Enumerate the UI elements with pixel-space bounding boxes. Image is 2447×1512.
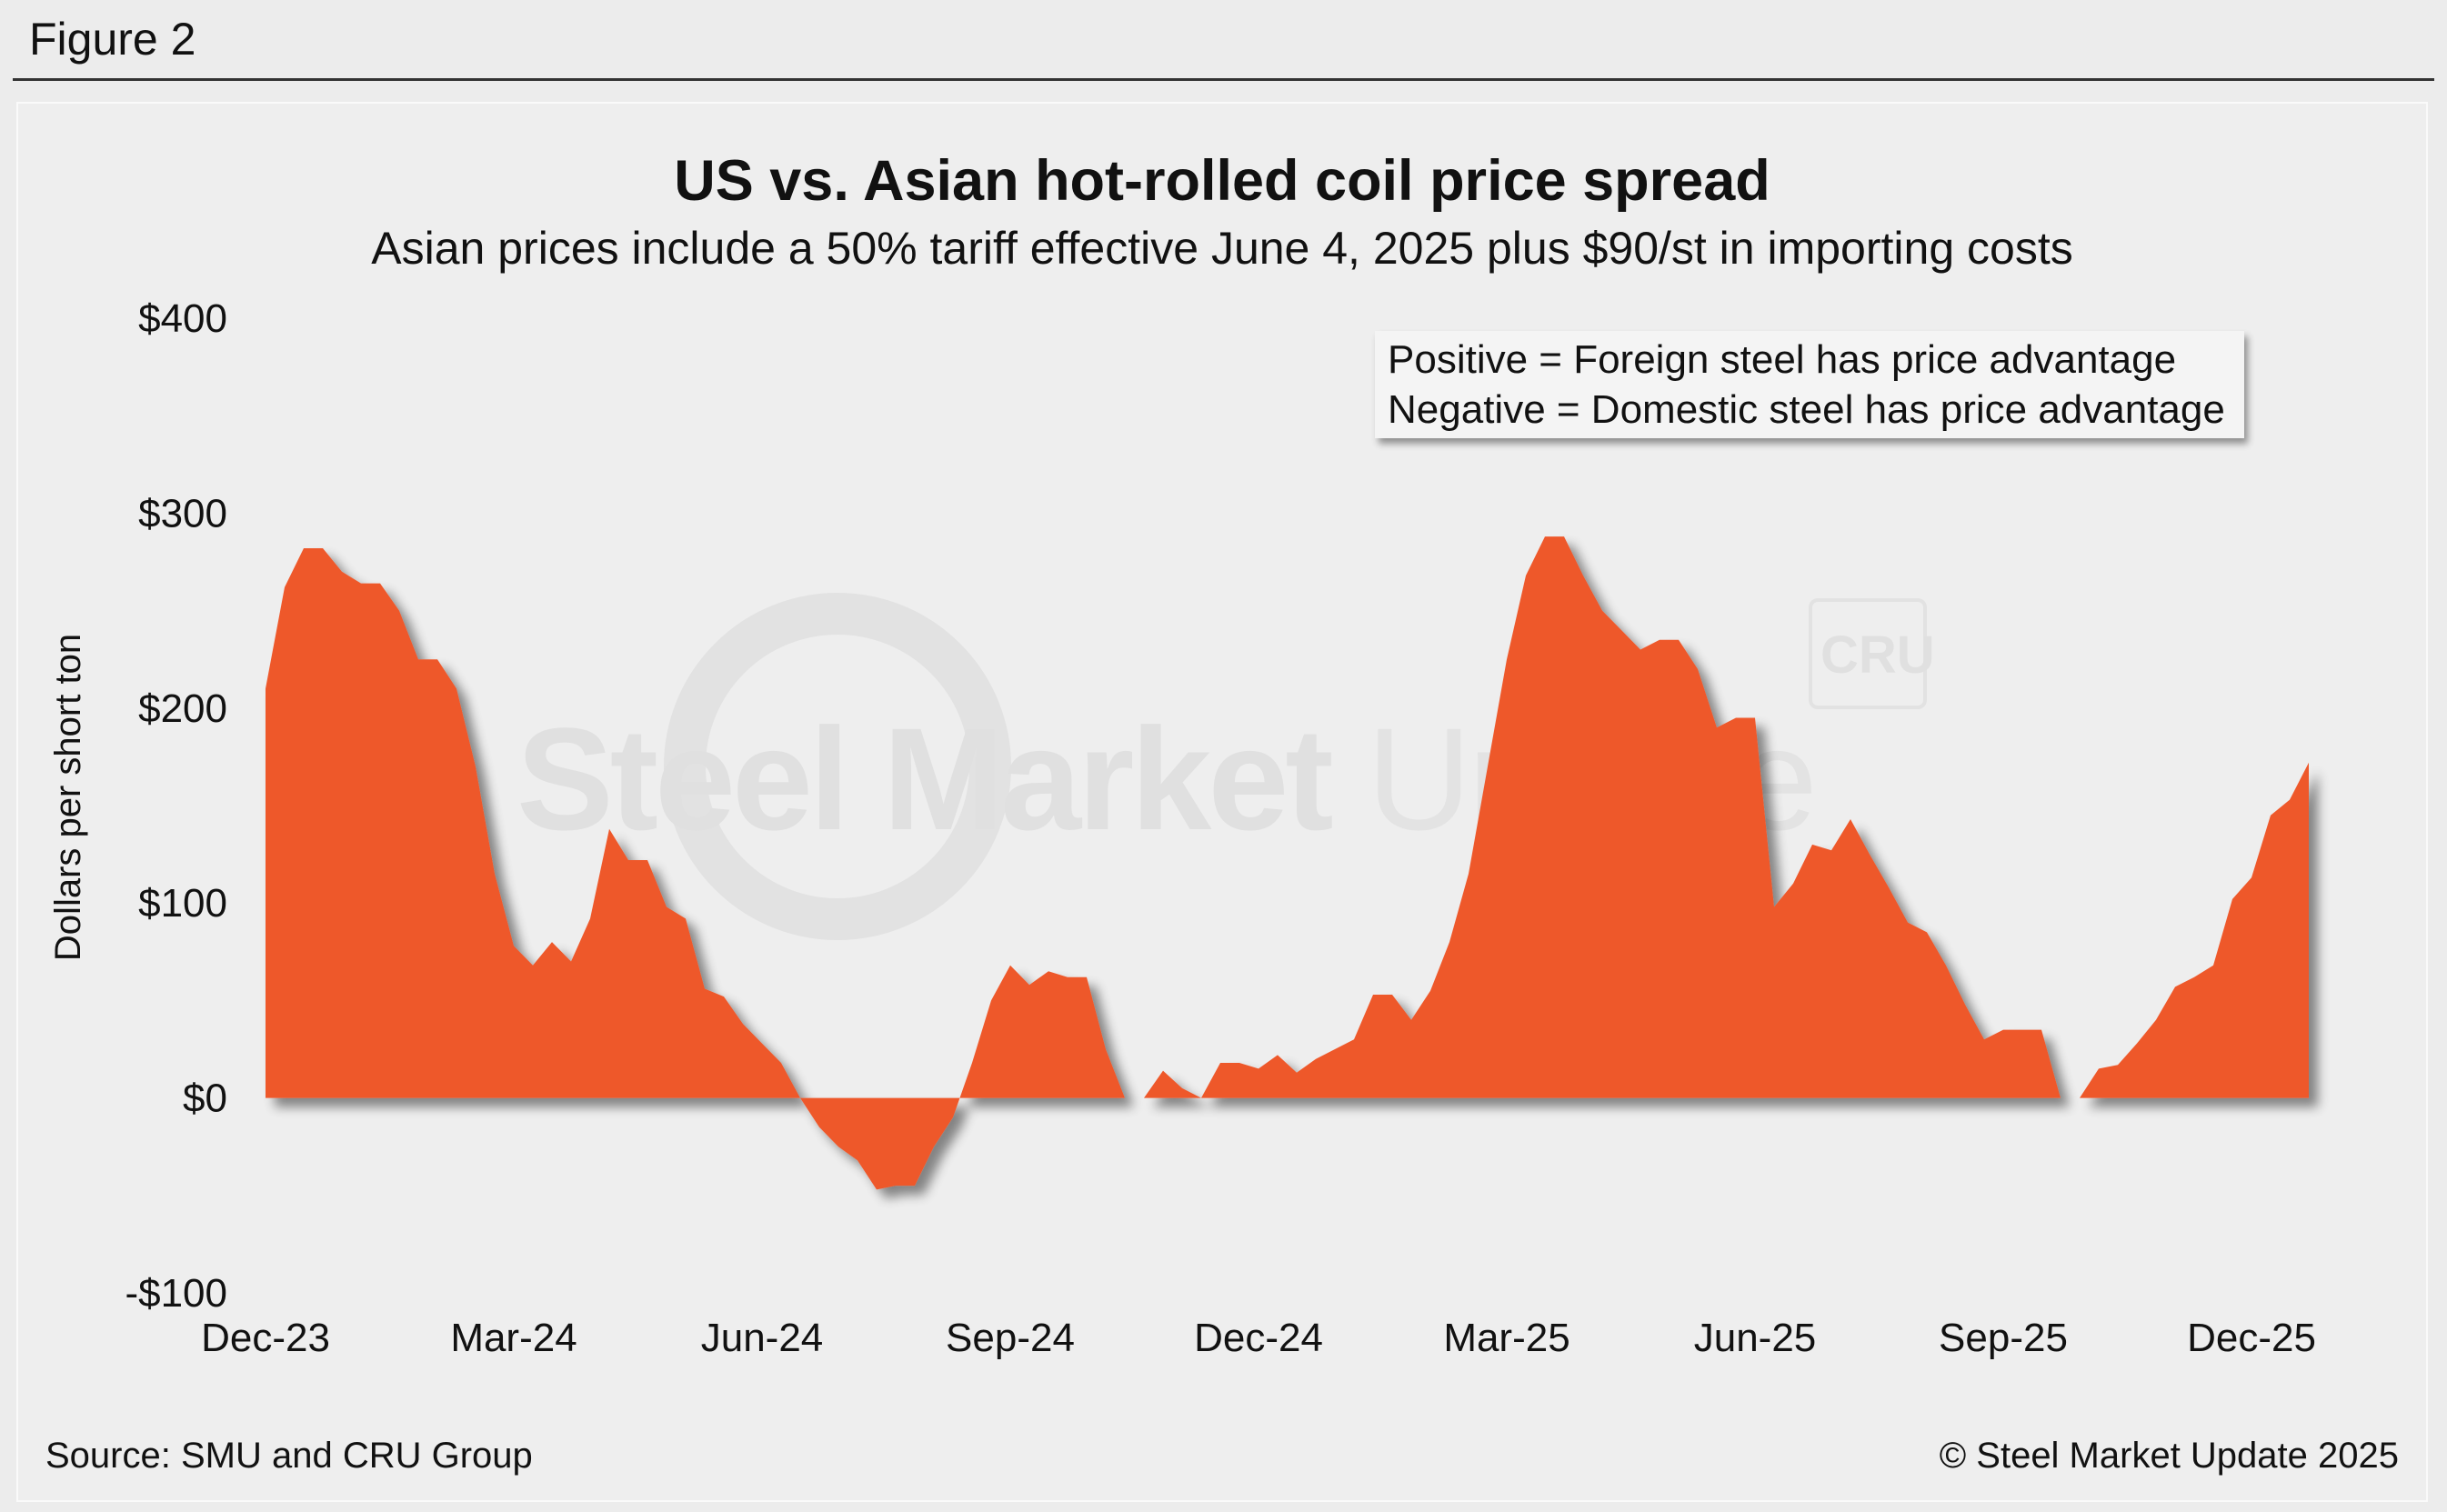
- area-chart: Steel Market Update CRU US vs. Asian hot…: [45, 149, 2399, 1476]
- watermark-cru-badge: [1809, 598, 1927, 709]
- x-tick-label: Mar-24: [450, 1316, 577, 1360]
- watermark-cru: CRU: [1820, 626, 1935, 685]
- x-tick-label: Dec-23: [201, 1316, 330, 1360]
- legend-note-positive: Positive = Foreign steel has price advan…: [1388, 337, 2176, 382]
- copyright-note: © Steel Market Update 2025: [1940, 1436, 2399, 1476]
- chart-title: US vs. Asian hot-rolled coil price sprea…: [674, 149, 1770, 213]
- x-tick-label: Jun-25: [1694, 1316, 1817, 1360]
- source-note: Source: SMU and CRU Group: [45, 1436, 533, 1476]
- y-tick-label: $100: [138, 881, 227, 926]
- y-axis-label: Dollars per short ton: [48, 634, 88, 961]
- legend-note-negative: Negative = Domestic steel has price adva…: [1388, 387, 2225, 432]
- x-tick-label: Dec-24: [1194, 1316, 1323, 1360]
- x-tick-label: Sep-25: [1939, 1316, 2068, 1360]
- x-tick-label: Dec-25: [2187, 1316, 2316, 1360]
- x-axis-ticks: Dec-23 Mar-24 Jun-24 Sep-24 Dec-24 Mar-25 Jun-…: [201, 1316, 2316, 1360]
- y-tick-label: $0: [183, 1076, 227, 1121]
- chart-panel: Steel Market Update CRU US vs. Asian hot…: [16, 102, 2428, 1502]
- x-tick-label: Mar-25: [1443, 1316, 1569, 1360]
- y-axis-ticks: $400 $300 $200 $100 $0 -$100: [125, 296, 227, 1316]
- spread-area: [266, 536, 2309, 1190]
- y-tick-label: $400: [138, 296, 227, 341]
- y-tick-label: -$100: [125, 1271, 227, 1316]
- chart-subtitle: Asian prices include a 50% tariff effect…: [371, 223, 2072, 274]
- figure-label: Figure 2: [29, 14, 196, 65]
- header-rule: [13, 78, 2434, 81]
- legend-note: [1375, 331, 2244, 438]
- y-tick-label: $300: [138, 491, 227, 536]
- legend-note-box: [1375, 331, 2244, 438]
- watermark-ring-icon: [664, 593, 1011, 940]
- watermark-steel-market: Steel Market: [516, 697, 1332, 860]
- x-tick-label: Sep-24: [946, 1316, 1075, 1360]
- x-tick-label: Jun-24: [701, 1316, 824, 1360]
- y-tick-label: $200: [138, 686, 227, 731]
